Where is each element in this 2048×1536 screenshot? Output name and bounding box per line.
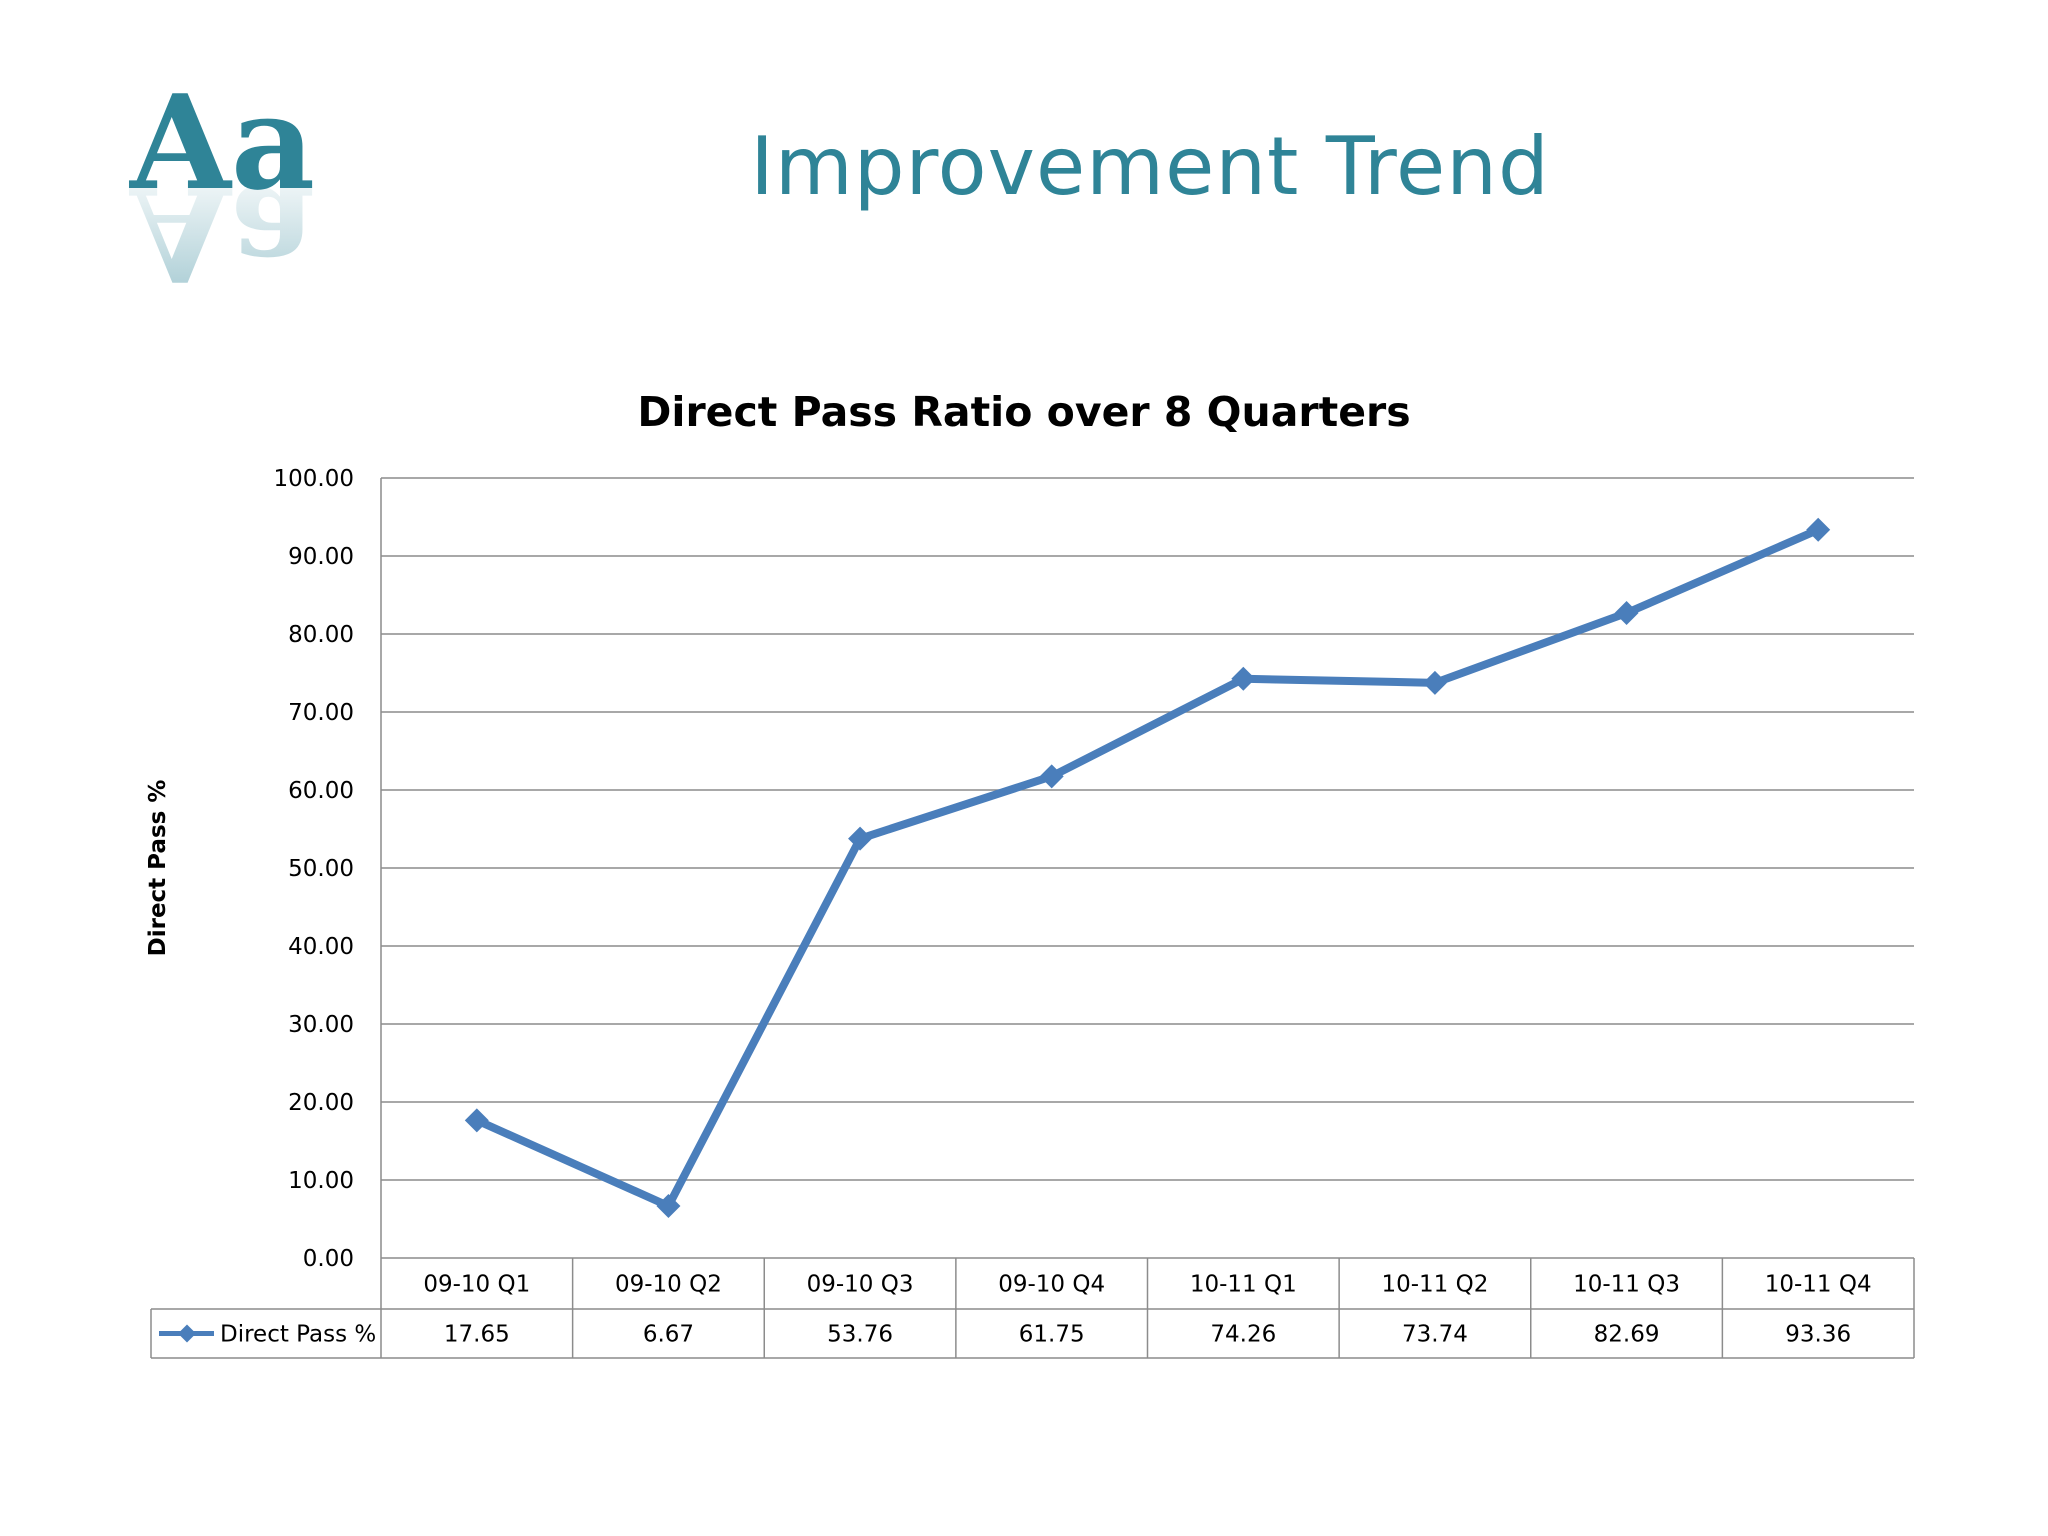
y-tick-label: 10.00	[288, 1168, 354, 1194]
y-tick-label: 100.00	[274, 466, 354, 492]
y-tick-label: 40.00	[288, 934, 354, 960]
x-tick-label: 10-11 Q4	[1765, 1272, 1872, 1298]
y-tick-label: 60.00	[288, 778, 354, 804]
x-tick-label: 09-10 Q2	[615, 1272, 722, 1298]
data-point	[1422, 670, 1447, 695]
x-tick-label: 10-11 Q2	[1381, 1272, 1488, 1298]
data-label: 61.75	[1019, 1322, 1085, 1348]
x-tick-label: 09-10 Q4	[998, 1272, 1105, 1298]
y-axis-label: Direct Pass %	[145, 780, 171, 957]
x-tick-label: 10-11 Q3	[1573, 1272, 1680, 1298]
data-label: 93.36	[1785, 1322, 1851, 1348]
data-label: 53.76	[827, 1322, 893, 1348]
y-tick-label: 90.00	[288, 544, 354, 570]
y-tick-label: 70.00	[288, 700, 354, 726]
y-tick-label: 30.00	[288, 1012, 354, 1038]
gridlines: 0.00 10.00 20.00 30.00 40.00 50.00 60.00 70.00 8…	[274, 466, 1914, 1358]
x-tick-label: 09-10 Q3	[807, 1272, 914, 1298]
y-tick-label: 0.00	[303, 1246, 354, 1272]
logo-text: Aa	[128, 66, 315, 219]
chart-title: Direct Pass Ratio over 8 Quarters	[637, 388, 1410, 436]
slide-title: Improvement Trend	[750, 120, 1550, 213]
data-label: 74.26	[1210, 1322, 1276, 1348]
data-label: 73.74	[1402, 1322, 1468, 1348]
legend-label: Direct Pass %	[220, 1322, 376, 1348]
data-label: 6.67	[643, 1322, 694, 1348]
y-tick-label: 80.00	[288, 622, 354, 648]
data-point	[656, 1193, 681, 1218]
data-point	[848, 826, 873, 851]
data-point	[1231, 666, 1256, 691]
data-label: 82.69	[1594, 1322, 1660, 1348]
data-point	[1039, 764, 1064, 789]
y-tick-label: 20.00	[288, 1090, 354, 1116]
data-point	[1806, 517, 1831, 542]
logo: Aa Aa	[128, 66, 315, 310]
logo-reflection: Aa	[128, 157, 315, 310]
series-layer	[464, 517, 1831, 1218]
legend-marker	[178, 1324, 196, 1343]
data-table: 09-10 Q1 09-10 Q2 09-10 Q3 09-10 Q4 10-11 Q1…	[150, 1257, 1915, 1359]
x-tick-label: 10-11 Q1	[1190, 1272, 1297, 1298]
data-point	[1614, 601, 1639, 626]
data-label: 17.65	[444, 1322, 510, 1348]
data-point	[464, 1108, 489, 1133]
series-line	[472, 525, 1823, 1210]
y-tick-label: 50.00	[288, 856, 354, 882]
x-tick-label: 09-10 Q1	[423, 1272, 530, 1298]
